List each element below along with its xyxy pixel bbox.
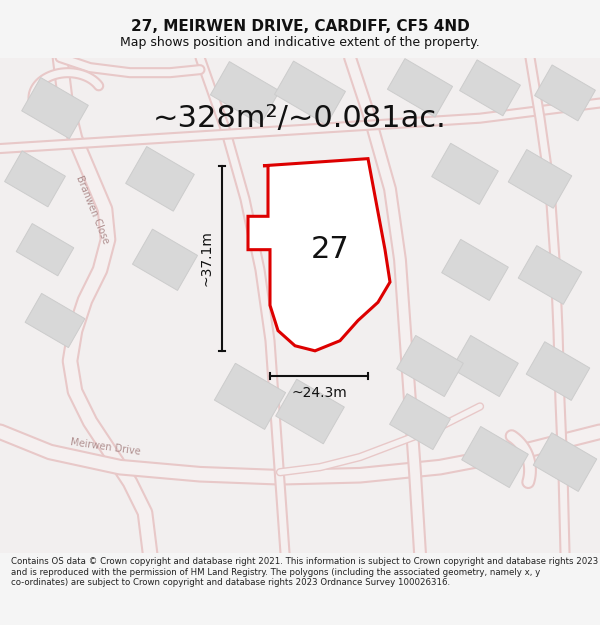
Text: ~24.3m: ~24.3m <box>291 386 347 400</box>
Polygon shape <box>526 342 590 401</box>
Polygon shape <box>452 336 518 396</box>
Polygon shape <box>22 78 88 139</box>
Polygon shape <box>16 224 74 276</box>
Text: ~37.1m: ~37.1m <box>200 231 214 286</box>
Polygon shape <box>5 151 65 207</box>
Text: Map shows position and indicative extent of the property.: Map shows position and indicative extent… <box>120 36 480 49</box>
Polygon shape <box>248 159 390 351</box>
Polygon shape <box>25 293 85 348</box>
Polygon shape <box>535 65 595 121</box>
Polygon shape <box>389 394 451 449</box>
Text: Meirwen Drive: Meirwen Drive <box>69 437 141 457</box>
Text: Branwen Close: Branwen Close <box>74 174 110 245</box>
Polygon shape <box>211 62 280 124</box>
Polygon shape <box>460 60 520 116</box>
Polygon shape <box>533 432 597 491</box>
Polygon shape <box>133 229 197 291</box>
Polygon shape <box>461 426 529 488</box>
Polygon shape <box>125 147 194 211</box>
Polygon shape <box>214 363 286 429</box>
Polygon shape <box>275 379 344 444</box>
Polygon shape <box>442 239 508 301</box>
Polygon shape <box>388 59 452 117</box>
Text: Contains OS data © Crown copyright and database right 2021. This information is : Contains OS data © Crown copyright and d… <box>11 558 598 588</box>
Polygon shape <box>275 61 346 125</box>
Text: ~328m²/~0.081ac.: ~328m²/~0.081ac. <box>153 104 447 132</box>
Polygon shape <box>431 143 499 204</box>
Text: 27, MEIRWEN DRIVE, CARDIFF, CF5 4ND: 27, MEIRWEN DRIVE, CARDIFF, CF5 4ND <box>131 19 469 34</box>
Text: 27: 27 <box>311 235 349 264</box>
Polygon shape <box>508 149 572 208</box>
Polygon shape <box>397 336 463 396</box>
Polygon shape <box>518 246 582 304</box>
